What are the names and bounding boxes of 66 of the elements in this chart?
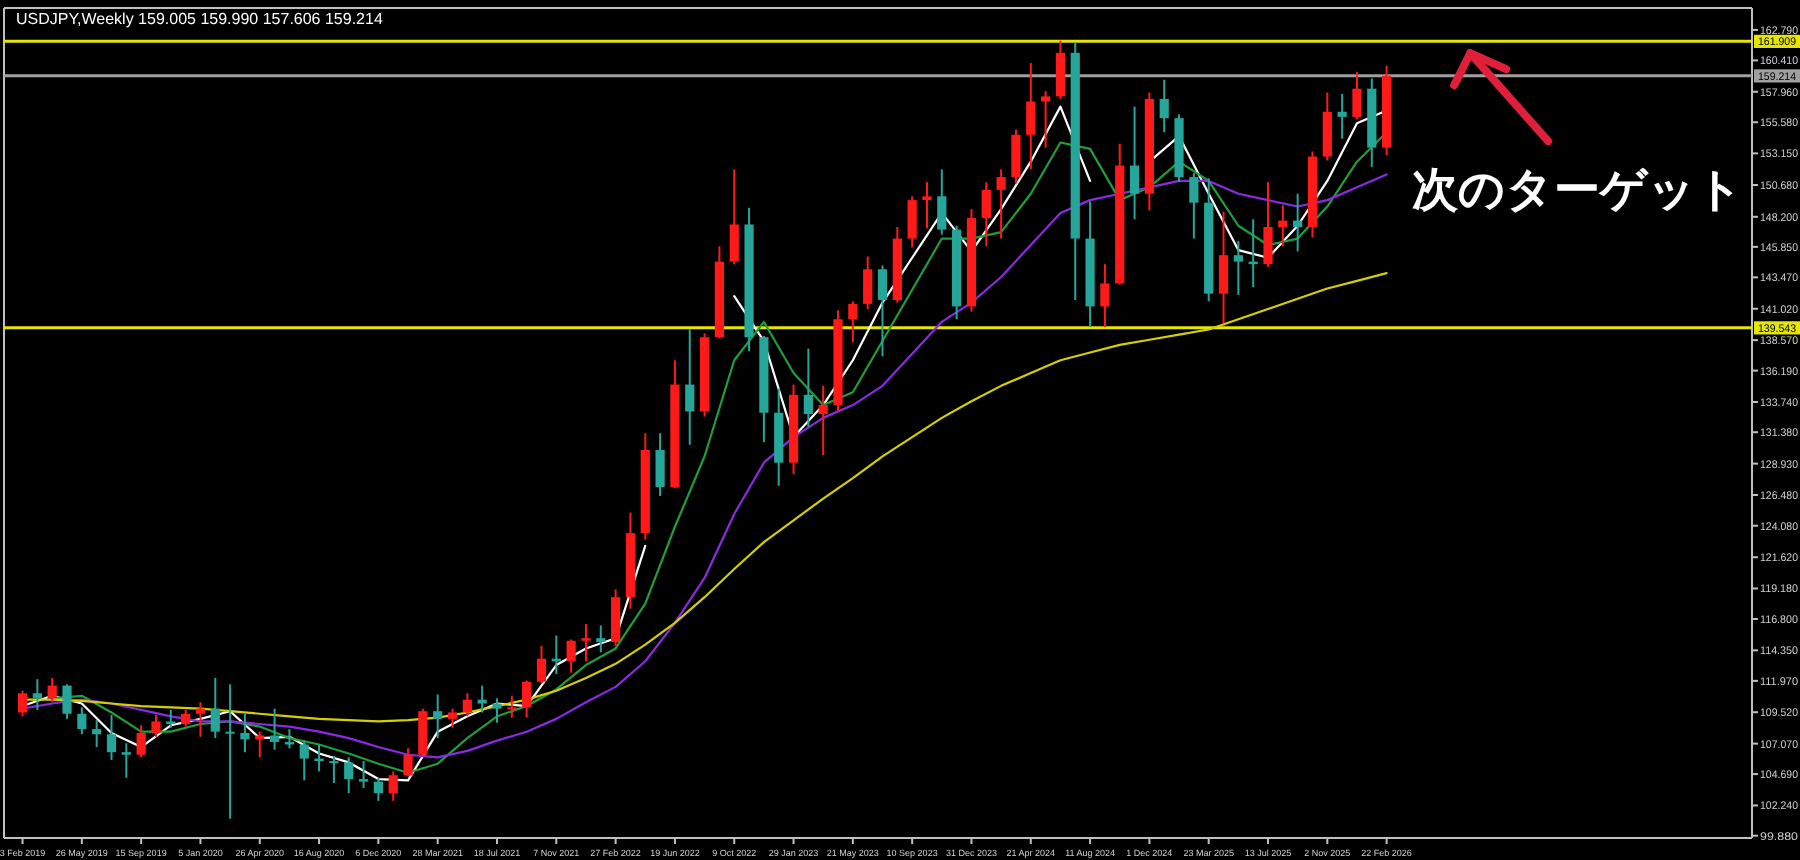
candlestick <box>492 697 502 724</box>
candlestick <box>1233 240 1243 296</box>
candlestick <box>344 756 354 795</box>
candlestick <box>32 678 42 711</box>
candlestick <box>403 747 413 778</box>
candlestick <box>1159 78 1169 134</box>
candlestick <box>92 719 102 749</box>
candlestick <box>581 623 591 663</box>
candlestick <box>1011 128 1021 185</box>
candlestick <box>433 693 443 740</box>
candlestick <box>655 432 665 498</box>
candlestick <box>907 195 917 249</box>
candlestick <box>106 714 117 761</box>
candlestick <box>225 683 235 820</box>
candlestick <box>329 755 339 784</box>
candlestick <box>981 181 991 248</box>
candlestick <box>522 679 532 719</box>
candlestick <box>210 676 220 740</box>
candlestick <box>1218 210 1229 325</box>
candlestick <box>47 676 57 704</box>
candlestick <box>17 689 28 718</box>
candlestick <box>240 712 250 754</box>
candlestick <box>1041 90 1051 149</box>
candlestick <box>922 181 932 230</box>
candlestick <box>121 742 131 779</box>
candlestick <box>685 328 695 446</box>
candlestick <box>1337 92 1347 140</box>
candlestick <box>1322 91 1332 162</box>
annotation: 次のターゲット <box>1412 163 1745 216</box>
chart-title: USDJPY,Weekly 159.005 159.990 157.606 159.214 <box>16 10 384 28</box>
candlestick <box>877 264 888 358</box>
candlestick <box>1352 71 1362 121</box>
candlestick <box>596 624 606 654</box>
candlestick <box>462 692 472 718</box>
candlestick <box>1026 62 1036 171</box>
candlestick <box>729 168 739 266</box>
candlestick <box>77 706 87 736</box>
candlestick <box>803 347 813 428</box>
candlestick <box>996 168 1006 240</box>
candlestick <box>299 739 309 782</box>
candlestick <box>1100 263 1110 328</box>
candlestick <box>62 683 72 720</box>
candlestick <box>1278 204 1288 248</box>
candlestick <box>388 770 398 802</box>
candlestick <box>151 714 161 738</box>
candlestick <box>195 701 206 738</box>
candlestick <box>373 776 383 802</box>
candlestick <box>1263 181 1273 268</box>
candlestick <box>418 707 428 756</box>
candlestick <box>1189 172 1199 240</box>
candlestick <box>1293 192 1303 253</box>
candlestick <box>447 707 458 729</box>
candlestick <box>566 638 576 674</box>
candlestick <box>818 384 828 457</box>
candlestick <box>611 588 621 647</box>
candlestick <box>477 684 487 714</box>
candlestick <box>848 300 858 344</box>
candlestick <box>536 644 547 685</box>
candlestick <box>1055 39 1066 100</box>
candlestick <box>136 724 146 759</box>
candlestick <box>863 255 873 310</box>
candlestick <box>937 168 947 236</box>
candlestick <box>358 760 369 790</box>
candlestick <box>1129 105 1140 221</box>
candlestick <box>270 707 280 751</box>
candlestick <box>507 694 517 719</box>
